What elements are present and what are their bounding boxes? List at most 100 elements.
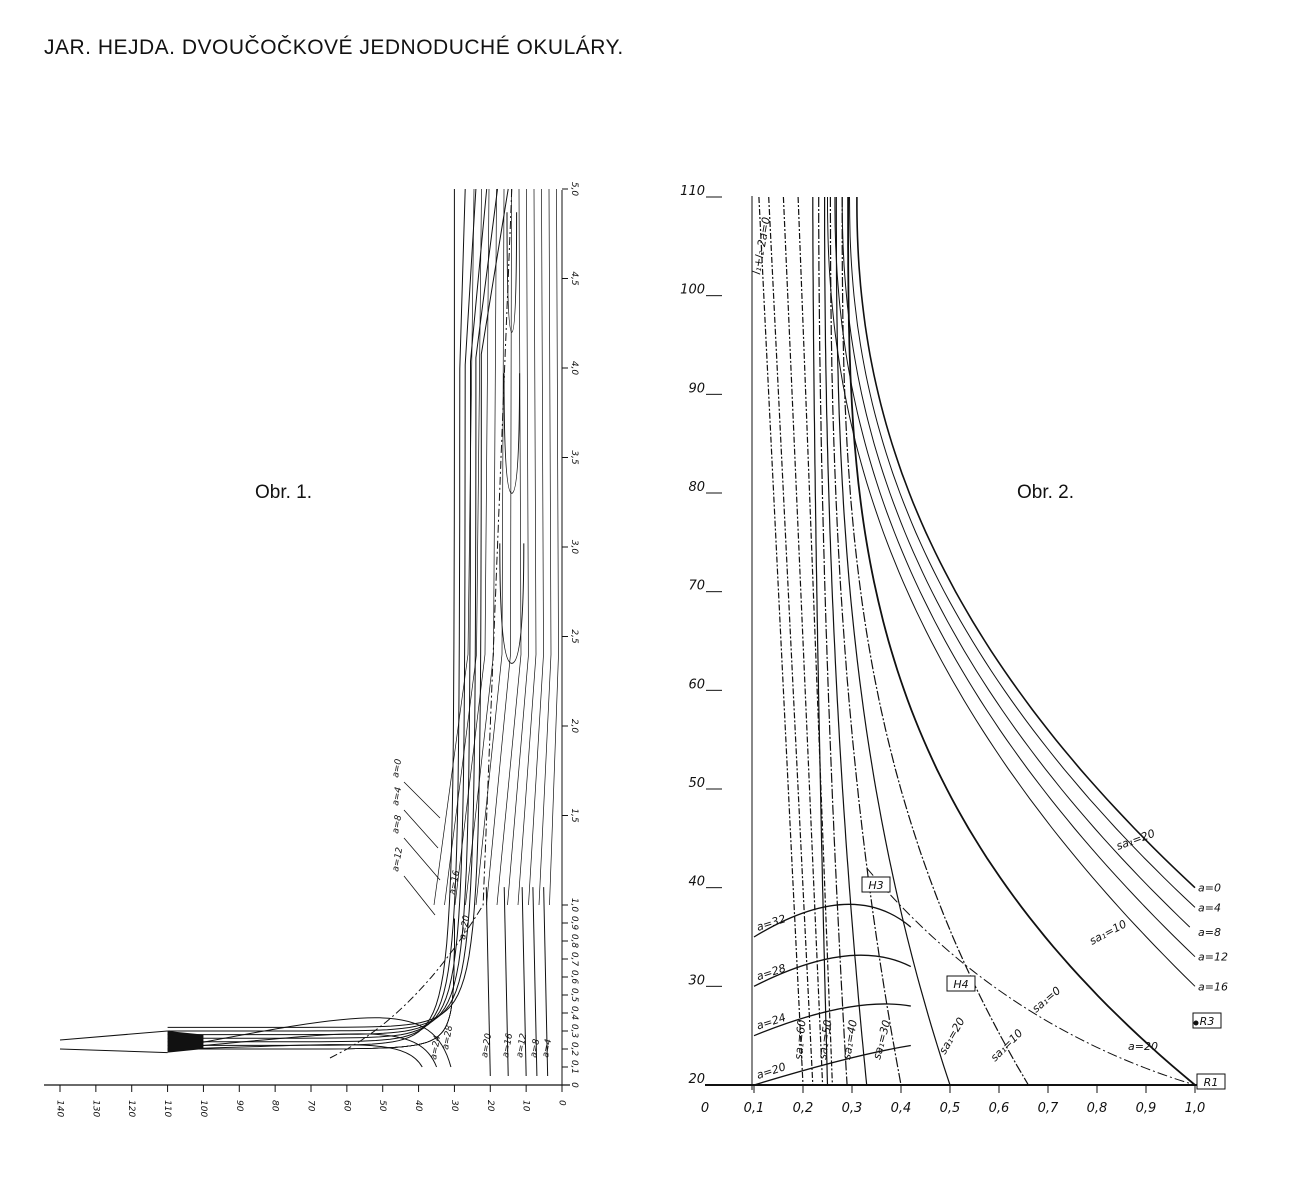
fig1-y-tick-label: 0,7 [569, 952, 579, 967]
fig2-box-label: H4 [953, 978, 968, 991]
fig1-curve-label: a=16 [448, 869, 462, 895]
fig1-curve [528, 188, 544, 906]
fig1-branch-line [532, 887, 538, 1077]
fig2-dashdot-line [768, 196, 814, 1086]
fig1-curve [496, 188, 522, 906]
fig2-left-arc [753, 1003, 911, 1037]
fig1-curve [433, 188, 475, 906]
fig1-y-tick-label: 0 [569, 1082, 579, 1088]
fig2-curve-label: a=8 [1198, 926, 1221, 939]
fig1-y-tick-label: 3,5 [569, 450, 579, 465]
fig1-curve [167, 189, 455, 1046]
fig2-box [1196, 1073, 1226, 1090]
fig1-curve [167, 918, 455, 1050]
fig1-curve-label: a=8 [529, 1038, 542, 1059]
fig2-box-label: R1 [1204, 1076, 1219, 1089]
fig1-x-tick-label: 110 [162, 1100, 172, 1117]
fig1-y-tick-label: 2,5 [569, 629, 579, 644]
fig2-y-tick-label: 90 [688, 381, 705, 396]
fig1-y-tick-label: 3,0 [569, 540, 579, 555]
fig2-steep-curve [841, 197, 1029, 1086]
fig2-x-tick-label: 0,2 [793, 1101, 814, 1116]
fig2-top-label: l₁+l₂-2a=0 [750, 216, 773, 275]
fig1-branch-line [543, 887, 549, 1077]
fig2-dashdot-line [758, 196, 804, 1086]
fig1-x-tick-label: 60 [341, 1100, 351, 1112]
fig1-curve-label: a=8 [391, 814, 404, 835]
fig1-y-tick-label: 5,0 [569, 182, 579, 197]
fig1-loop-curve [167, 1033, 438, 1068]
fig1-x-tick-label: 10 [521, 1100, 531, 1112]
fig1-y-tick-label: 0,3 [569, 1024, 579, 1039]
fig2-y-tick-label: 70 [688, 579, 705, 594]
fig1-x-tick-label: 90 [234, 1100, 244, 1112]
fig2-y-tick-label: 100 [680, 283, 705, 298]
fig1-curve [486, 188, 512, 906]
fig2-y-tick-label: 50 [688, 776, 705, 791]
fig2-y-tick-label: 80 [688, 480, 705, 495]
fig2-left-label: a=28 [755, 962, 788, 984]
fig1-curve [167, 188, 498, 1032]
fig2-x-tick-label: 1,0 [1185, 1101, 1206, 1116]
fig1-curve-label: a=28 [441, 1024, 455, 1050]
page-title: JAR. HEJDA. DVOUČOČKOVÉ JEDNODUCHÉ OKULÁ… [44, 36, 624, 59]
fig1-band-line [59, 1048, 168, 1054]
fig2-a20-label: a=20 [1128, 1040, 1158, 1053]
fig1-curve-label: a=20 [458, 914, 472, 940]
fig2-steep-curve [829, 197, 902, 1086]
fig1-curve [549, 188, 559, 906]
fig1-y-tick-label: 4,0 [569, 361, 579, 376]
fig1-curve [167, 188, 466, 1043]
fig2-x-tick-label: 0,8 [1087, 1101, 1108, 1116]
fig1-x-tick-label: 50 [377, 1100, 387, 1112]
fig2-curve [827, 197, 1196, 987]
fig1-chart: 140 130 120 110 100 90 80 70 60 50 40 30 20 10 000,10,… [44, 182, 579, 1117]
fig1-y-tick-label: 1,5 [569, 808, 579, 823]
fig2-x-tick-label: 0,1 [744, 1101, 765, 1116]
fig2-curve [849, 196, 1196, 908]
fig1-y-tick-label: 2,0 [569, 719, 579, 734]
fig2-curve-label: a=12 [1198, 951, 1228, 964]
fig2-steep-curve [824, 197, 868, 1086]
fig2-chart: 0 0,1 0,2 0,3 0,4 0,5 0,6 0,7 0,8 0,9 1,0 20 30 40 50 6… [680, 184, 1228, 1116]
fig2-curve [856, 197, 1196, 889]
fig1-curve [517, 188, 537, 906]
fig2-sa-label: sa₁=60 [792, 1019, 808, 1060]
fig2-box [1192, 1012, 1222, 1029]
fig1-title: Obr. 1. [255, 482, 312, 503]
fig1-y-tick-label: 0,4 [569, 1006, 579, 1021]
fig2-x-tick-label: 0,7 [1038, 1101, 1059, 1116]
fig2-curve-label: a=16 [1198, 980, 1228, 993]
fig1-y-tick-label: 0,8 [569, 934, 579, 949]
fig2-y-tick-label: 60 [688, 677, 705, 692]
fig2-y-tick-label: 20 [688, 1072, 705, 1087]
fig2-box [861, 876, 891, 893]
fig1-loop-curve [167, 1044, 423, 1068]
fig2-left-label: a=32 [755, 912, 788, 934]
fig2-curve [841, 197, 1191, 928]
fig2-sa-label: sa₁=20 [936, 1015, 967, 1056]
fig1-x-tick-label: 20 [485, 1100, 495, 1112]
fig2-sa-label: sa₁=0 [1030, 984, 1064, 1015]
fig1-y-tick-label: 0,1 [569, 1060, 579, 1074]
fig2-steep-curve [812, 197, 829, 1086]
fig2-y-tick-label: 110 [680, 184, 705, 199]
fig2-left-arc [753, 1044, 911, 1086]
fig1-label-leader [403, 781, 441, 819]
fig1-curve [167, 188, 509, 1028]
fig1-label-leader [403, 875, 436, 916]
fig2-sa-label: sa₁=50 [816, 1019, 834, 1061]
fig1-curve [538, 188, 552, 906]
fig2-x-tick-label: 0,3 [842, 1101, 863, 1116]
fig2-left-arc [753, 903, 912, 938]
fig2-title: Obr. 2. [1017, 482, 1074, 503]
fig1-band-line [59, 1030, 168, 1041]
fig1-y-tick-label: 1,0 [569, 898, 579, 913]
fig2-point [1193, 1020, 1199, 1026]
fig1-label-leader [403, 809, 439, 849]
fig1-u-curve [499, 543, 525, 664]
fig1-branch-line [521, 887, 527, 1077]
fig1-y-tick-label: 0,2 [569, 1042, 579, 1057]
fig1-curve-label: a=20 [480, 1032, 494, 1058]
